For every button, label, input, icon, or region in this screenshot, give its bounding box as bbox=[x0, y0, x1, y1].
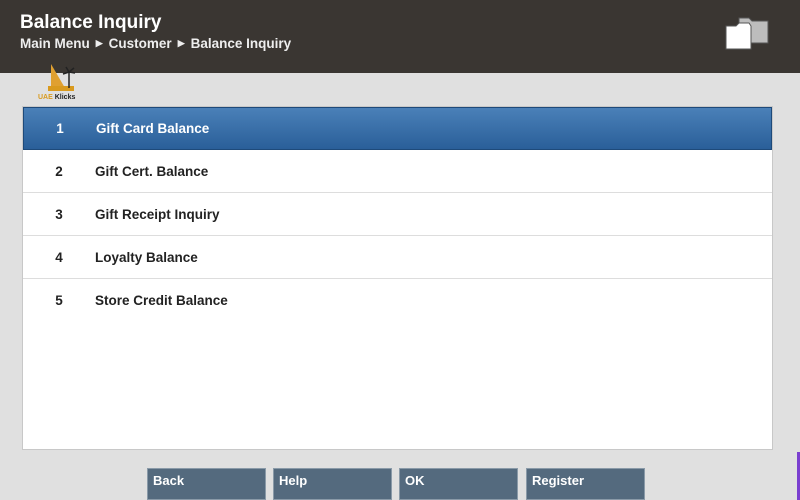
logo-text-uae: UAE bbox=[38, 94, 53, 101]
logo-icon bbox=[48, 64, 76, 91]
breadcrumb: Main Menu ▶ Customer ▶ Balance Inquiry bbox=[20, 36, 291, 51]
chevron-right-icon: ▶ bbox=[177, 38, 185, 48]
menu-list: 1 Gift Card Balance 2 Gift Cert. Balance 3… bbox=[22, 106, 773, 450]
header: Balance Inquiry Main Menu ▶ Customer ▶ B… bbox=[0, 0, 800, 73]
page-title: Balance Inquiry bbox=[20, 12, 162, 33]
chevron-right-icon: ▶ bbox=[95, 38, 103, 48]
item-number: 3 bbox=[55, 206, 63, 222]
item-label: Gift Cert. Balance bbox=[95, 163, 209, 179]
menu-item-gift-card-balance[interactable]: 1 Gift Card Balance bbox=[23, 107, 772, 150]
menu-item-gift-receipt-inquiry[interactable]: 3 Gift Receipt Inquiry bbox=[23, 193, 772, 236]
item-label: Gift Card Balance bbox=[96, 121, 210, 136]
item-number: 4 bbox=[55, 249, 63, 265]
ok-button[interactable]: OK bbox=[399, 468, 518, 500]
item-label: Loyalty Balance bbox=[95, 249, 198, 265]
menu-item-gift-cert-balance[interactable]: 2 Gift Cert. Balance bbox=[23, 150, 772, 193]
logo-text-klicks: Klicks bbox=[54, 94, 76, 101]
item-label: Store Credit Balance bbox=[95, 293, 228, 308]
logo: UAE Klicks bbox=[36, 62, 86, 104]
breadcrumb-main-menu[interactable]: Main Menu bbox=[20, 36, 90, 51]
item-number: 5 bbox=[55, 293, 63, 308]
register-button[interactable]: Register bbox=[526, 468, 645, 500]
item-label: Gift Receipt Inquiry bbox=[95, 206, 220, 222]
help-button[interactable]: Help bbox=[273, 468, 392, 500]
item-number: 1 bbox=[56, 121, 64, 136]
window-edge bbox=[797, 452, 800, 500]
menu-item-loyalty-balance[interactable]: 4 Loyalty Balance bbox=[23, 236, 772, 279]
breadcrumb-balance-inquiry: Balance Inquiry bbox=[190, 36, 292, 51]
back-button[interactable]: Back bbox=[147, 468, 266, 500]
item-number: 2 bbox=[55, 163, 63, 179]
folders-icon[interactable] bbox=[725, 14, 773, 50]
breadcrumb-customer[interactable]: Customer bbox=[108, 36, 172, 51]
menu-item-store-credit-balance[interactable]: 5 Store Credit Balance bbox=[23, 279, 772, 322]
